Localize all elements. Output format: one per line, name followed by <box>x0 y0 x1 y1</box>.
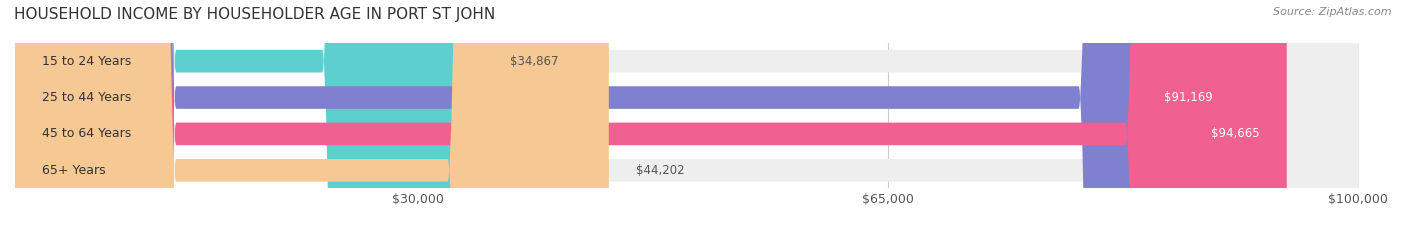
Text: $44,202: $44,202 <box>636 164 685 177</box>
FancyBboxPatch shape <box>15 0 1358 233</box>
Text: $91,169: $91,169 <box>1164 91 1213 104</box>
FancyBboxPatch shape <box>15 0 1286 233</box>
FancyBboxPatch shape <box>15 0 609 233</box>
FancyBboxPatch shape <box>15 0 1358 233</box>
Text: $94,665: $94,665 <box>1211 127 1260 140</box>
Text: 25 to 44 Years: 25 to 44 Years <box>42 91 131 104</box>
Text: $34,867: $34,867 <box>510 55 558 68</box>
Text: 65+ Years: 65+ Years <box>42 164 105 177</box>
Text: Source: ZipAtlas.com: Source: ZipAtlas.com <box>1274 7 1392 17</box>
FancyBboxPatch shape <box>15 0 1358 233</box>
FancyBboxPatch shape <box>15 0 1240 233</box>
Text: 45 to 64 Years: 45 to 64 Years <box>42 127 131 140</box>
Text: 15 to 24 Years: 15 to 24 Years <box>42 55 131 68</box>
FancyBboxPatch shape <box>15 0 484 233</box>
FancyBboxPatch shape <box>15 0 1358 233</box>
Text: HOUSEHOLD INCOME BY HOUSEHOLDER AGE IN PORT ST JOHN: HOUSEHOLD INCOME BY HOUSEHOLDER AGE IN P… <box>14 7 495 22</box>
